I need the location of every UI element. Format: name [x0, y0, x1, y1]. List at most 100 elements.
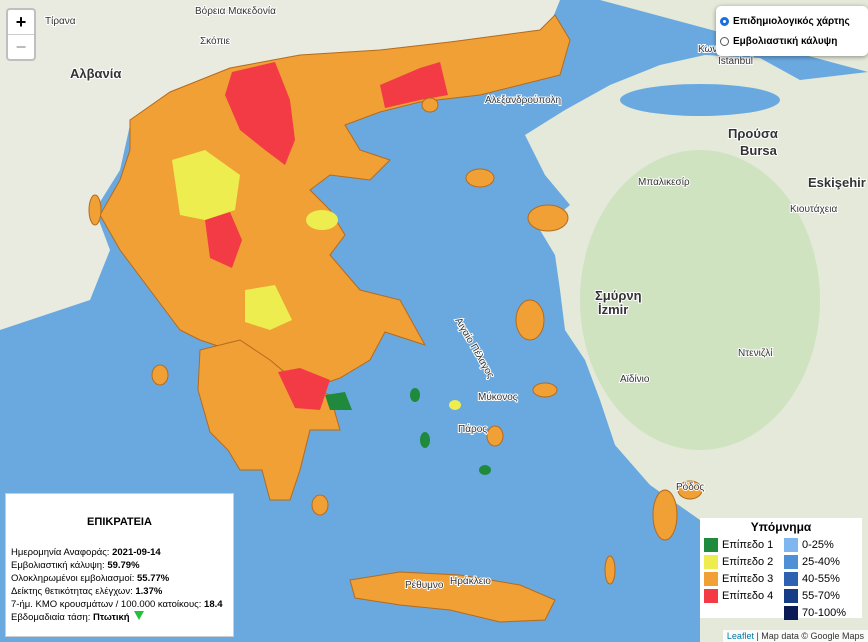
map-label: Αιγαίο Πέλαγος	[452, 316, 496, 381]
legend-item: 0-25%	[780, 536, 860, 553]
islands-green	[410, 388, 491, 475]
zoom-control: + −	[6, 8, 36, 61]
map-label: Ηράκλειο	[450, 575, 491, 587]
map-label: Ρέθυμνο	[405, 579, 444, 591]
map-label: Βόρεια Μακεδονία	[195, 5, 276, 17]
map-label: Μπαλικεσίρ	[638, 176, 690, 188]
map-label: Istanbul	[718, 56, 753, 67]
map-label: İzmir	[598, 302, 628, 317]
legend-swatch	[784, 571, 798, 586]
region-red	[380, 62, 448, 108]
legend-swatch	[784, 588, 798, 603]
map-label: Bursa	[740, 143, 778, 158]
map-label: Eskişehir	[808, 175, 866, 190]
region-yellow	[172, 150, 240, 220]
legend-label: 25-40%	[802, 555, 840, 568]
region-green	[325, 392, 352, 410]
map-label: Ρόδος	[676, 481, 704, 493]
legend-swatch	[704, 571, 718, 586]
islands	[88, 97, 703, 585]
trend-arrow	[130, 611, 144, 623]
info-value: 55.77%	[137, 573, 170, 584]
legend-title: Υπόμνημα	[750, 520, 812, 534]
legend-label: Επίπεδο 1	[722, 538, 774, 551]
map-label: Αλεξανδρούπολη	[485, 94, 561, 106]
radio[interactable]	[720, 16, 729, 26]
info-label: Εβδομαδιαία τάση:	[11, 612, 91, 623]
legend-item: 70-100%	[780, 604, 860, 621]
attribution-link[interactable]: Leaflet	[726, 631, 754, 641]
legend: Υπόμνημα Επίπεδο 1 Επίπεδο 2 Επίπεδο 3 Επίπ…	[700, 518, 862, 621]
legend-swatch	[784, 537, 798, 552]
sea-marmara	[620, 84, 780, 116]
map-label: Αλβανία	[70, 66, 121, 81]
attribution-text: | Map data © Google Maps	[756, 631, 864, 641]
info-value: 18.4	[204, 599, 223, 610]
legend-swatch	[784, 554, 798, 569]
map-label: Ντενιζλί	[738, 347, 773, 359]
info-label: Εμβολιαστική κάλυψη:	[11, 560, 105, 571]
map-label: Προύσα	[728, 126, 778, 141]
legend-item: Επίπεδο 1	[700, 536, 780, 553]
legend-swatch	[784, 605, 798, 620]
info-row: Ολοκληρωμένοι εμβολιασμοί: 55.77%	[6, 572, 233, 585]
legend-item: 40-55%	[780, 570, 860, 587]
map-label: Μύκονος	[478, 391, 518, 403]
map-label: Κιουτάχεια	[790, 203, 837, 215]
zoom-in[interactable]: +	[15, 12, 27, 32]
layer-option[interactable]: Επιδημιολογικός χάρτης	[720, 11, 864, 31]
crete	[349, 571, 556, 623]
islands-yellow	[306, 210, 461, 410]
zoom-out[interactable]: −	[8, 34, 34, 59]
legend-label: 0-25%	[802, 538, 834, 551]
info-value: 59.79%	[107, 560, 140, 571]
map-label: Σμύρνη	[595, 288, 642, 303]
land-north	[0, 0, 560, 330]
legend-item: Επίπεδο 2	[700, 553, 780, 570]
region-yellow	[245, 285, 292, 330]
land-green	[580, 150, 820, 450]
region-orange	[99, 14, 571, 393]
legend-swatch	[704, 554, 718, 569]
info-panel: ΕΠΙΚΡΑΤΕΙΑ Ημερομηνία Αναφοράς: 2021-09-…	[5, 493, 234, 637]
info-row: 7-ήμ. ΚΜΟ κρουσμάτων / 100.000 κατοίκους…	[6, 598, 233, 611]
info-label: 7-ήμ. ΚΜΟ κρουσμάτων / 100.000 κατοίκους…	[11, 599, 202, 610]
map-label: Αϊδίνιο	[620, 373, 650, 385]
layer-label: Εμβολιαστική κάλυψη	[733, 35, 838, 47]
region-red	[205, 212, 242, 268]
legend-label: 55-70%	[802, 589, 840, 602]
map-label: Τίρανα	[45, 15, 76, 27]
radio[interactable]	[720, 36, 729, 46]
layer-option[interactable]: Εμβολιαστική κάλυψη	[720, 31, 864, 51]
legend-label: 40-55%	[802, 572, 840, 585]
region-red	[225, 62, 295, 165]
info-row: Ημερομηνία Αναφοράς: 2021-09-14	[6, 546, 233, 559]
info-value: 2021-09-14	[112, 547, 161, 558]
map-label: Πάρος	[458, 423, 487, 435]
legend-label: 70-100%	[802, 606, 847, 619]
legend-label: Επίπεδο 3	[722, 572, 774, 585]
info-label: Ολοκληρωμένοι εμβολιασμοί:	[11, 573, 135, 584]
legend-swatch	[704, 588, 718, 603]
info-row: Δείκτης θετικότητας ελέγχων: 1.37%	[6, 585, 233, 598]
attribution: Leaflet | Map data © Google Maps	[722, 630, 868, 642]
layer-switcher: Επιδημιολογικός χάρτης Εμβολιαστική κάλυψ…	[716, 6, 868, 56]
layer-label: Επιδημιολογικός χάρτης	[733, 15, 850, 27]
info-label: Ημερομηνία Αναφοράς:	[11, 547, 110, 558]
legend-item: Επίπεδο 3	[700, 570, 780, 587]
legend-swatch	[704, 537, 718, 552]
region-red	[278, 368, 330, 410]
legend-item: 55-70%	[780, 587, 860, 604]
info-label: Δείκτης θετικότητας ελέγχων:	[11, 586, 133, 597]
info-value: 1.37%	[135, 586, 163, 597]
info-value: Πτωτική	[93, 612, 130, 623]
map-label: Σκόπιε	[200, 35, 231, 47]
info-row: Εμβολιαστική κάλυψη: 59.79%	[6, 559, 233, 572]
legend-label: Επίπεδο 2	[722, 555, 774, 568]
info-title: ΕΠΙΚΡΑΤΕΙΑ	[87, 516, 152, 528]
legend-label: Επίπεδο 4	[722, 589, 774, 602]
legend-item: Επίπεδο 4	[700, 587, 780, 604]
info-row: Εβδομαδιαία τάση: Πτωτική	[6, 611, 233, 624]
legend-item: 25-40%	[780, 553, 860, 570]
